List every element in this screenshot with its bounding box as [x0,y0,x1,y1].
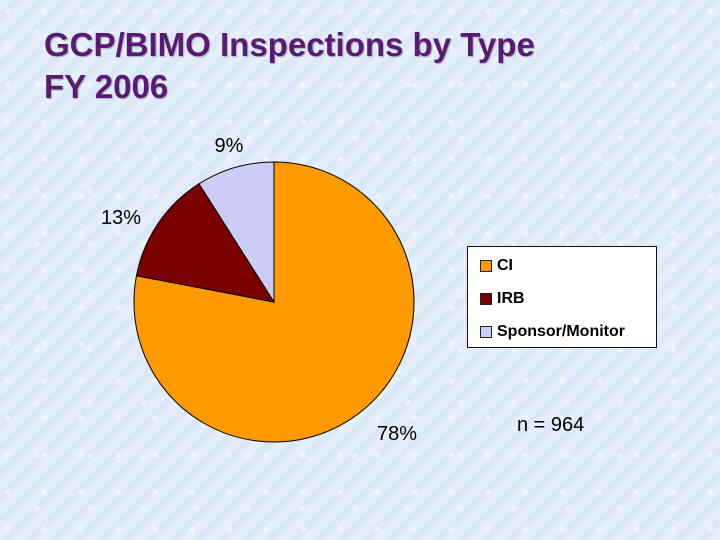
title-line-1: GCP/BIMO Inspections by Type [44,26,535,63]
pie-slice-sponsor-monitor [198,161,275,304]
slice-label-ci: 78% [377,423,417,445]
legend-item-sponsor-monitor: Sponsor/Monitor [480,322,625,342]
legend-swatch-irb [480,293,492,305]
chart-title: GCP/BIMO Inspections by Type FY 2006 [44,24,535,108]
legend-swatch-sponsor-monitor [480,326,492,338]
legend-label-ci: CI [497,257,513,274]
legend-item-ci: CI [480,256,513,276]
legend: CI IRB Sponsor/Monitor [467,246,657,348]
slice-label-irb: 13% [101,207,141,229]
legend-label-sponsor-monitor: Sponsor/Monitor [497,323,625,340]
legend-swatch-ci [480,260,492,272]
slice-label-sponsor-monitor: 9% [215,135,244,157]
legend-label-irb: IRB [497,290,525,307]
sample-size-note: n = 964 [517,414,585,436]
pie-slice-irb [135,183,276,303]
title-line-2: FY 2006 [44,68,169,105]
legend-item-irb: IRB [480,289,525,309]
